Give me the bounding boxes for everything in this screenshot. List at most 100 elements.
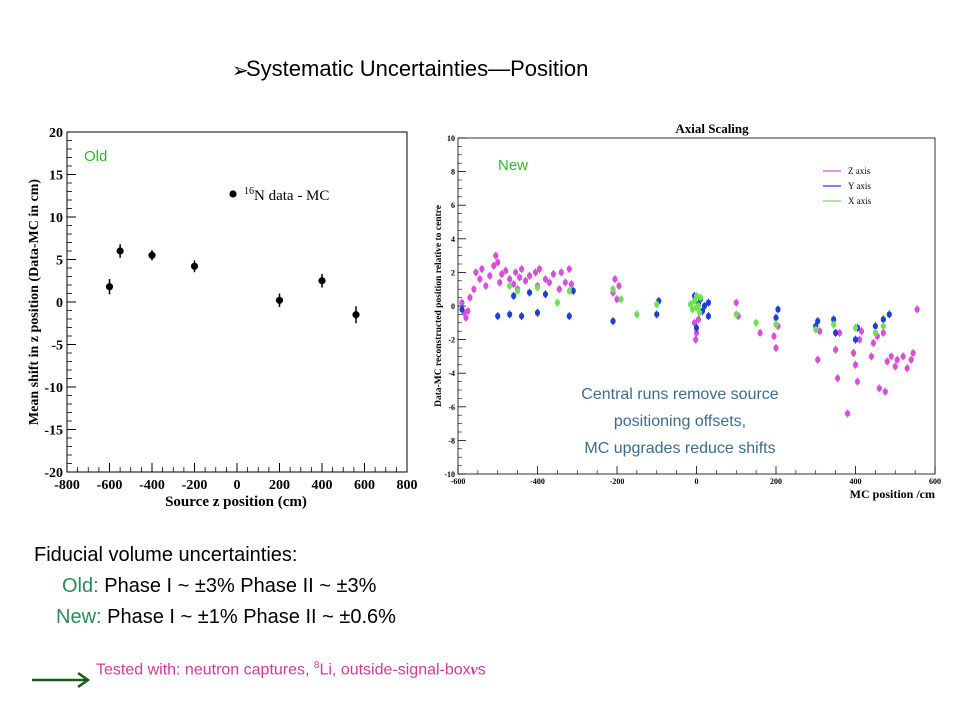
old-x-tick-label: 200: [269, 478, 290, 493]
new-data-point: [654, 311, 660, 318]
fiducial-new-label: New:: [56, 606, 102, 628]
new-data-point: [497, 279, 503, 286]
new-data-point: [835, 375, 841, 382]
new-data-point: [542, 291, 549, 298]
new-data-point: [850, 349, 857, 357]
new-data-point: [517, 274, 523, 281]
new-data-point: [880, 322, 886, 330]
new-data-point: [465, 307, 471, 315]
new-data-point: [813, 326, 819, 333]
new-data-point: [483, 282, 489, 290]
new-data-point: [526, 272, 533, 279]
old-data-point: [190, 262, 199, 270]
new-data-point: [733, 299, 739, 306]
new-data-point: [499, 270, 505, 278]
new-data-point: [858, 328, 865, 335]
new-data-point: [519, 312, 525, 320]
new-y-tick-label: -8: [448, 436, 455, 445]
old-legend-label: 16N data - MC: [244, 186, 329, 204]
new-data-point: [507, 275, 513, 283]
new-data-point: [546, 279, 553, 286]
new-data-point: [618, 296, 624, 303]
new-legend: Z axis Y axis X axis: [823, 166, 872, 206]
fiducial-new-text: Phase I ~ ±1% Phase II ~ ±0.6%: [107, 606, 396, 628]
annotation-line-3: MC upgrades reduce shifts: [584, 440, 776, 457]
old-chart: Old -20 -15 -10 -5 0 5 10 15 20 -800 -600 -400 -200…: [27, 126, 418, 510]
new-data-point: [852, 324, 859, 332]
new-data-point: [831, 321, 837, 328]
new-data-point: [562, 279, 568, 286]
new-legend-label: X axis: [848, 196, 872, 206]
old-data-point: [318, 277, 326, 285]
new-data-point: [532, 269, 539, 276]
new-x-tick-label: 600: [929, 477, 941, 486]
new-data-point: [519, 265, 525, 273]
new-data-point: [471, 286, 477, 293]
new-x-tick-label: -600: [451, 477, 466, 486]
new-data-point: [473, 269, 479, 276]
old-y-tick-label: 0: [56, 296, 63, 311]
new-x-tick-label: -400: [530, 477, 545, 486]
new-data-point: [888, 353, 894, 360]
new-x-label: MC position /cm: [850, 487, 935, 501]
new-data-point: [566, 265, 572, 273]
new-data-point: [773, 321, 779, 328]
new-data-point: [459, 306, 465, 313]
old-y-tick-label: 10: [49, 211, 63, 226]
new-data-point: [491, 262, 497, 269]
old-x-tick-label: -600: [97, 478, 123, 493]
new-data-point: [558, 269, 564, 276]
new-data-point: [693, 324, 700, 332]
new-data-point: [894, 356, 900, 363]
new-legend-label: Y axis: [848, 181, 871, 191]
fiducial-summary: Fiducial volume uncertainties: Old: Phas…: [34, 540, 396, 633]
new-data-point: [534, 284, 541, 291]
old-x-tick-label: -800: [54, 478, 80, 493]
annotation-line-1: Central runs remove source: [581, 386, 779, 403]
new-data-point: [507, 282, 513, 290]
new-data-point: [687, 301, 694, 308]
new-data-point: [554, 299, 560, 306]
new-data-point: [487, 272, 493, 279]
old-x-tick-label: 0: [234, 478, 241, 493]
old-y-tick-label: 15: [49, 169, 63, 184]
old-y-tick-label: 20: [49, 126, 63, 141]
new-data-point: [634, 311, 640, 318]
new-data-point: [610, 286, 616, 293]
new-data-point: [695, 316, 702, 323]
new-data-point: [693, 304, 700, 311]
fiducial-old-label: Old:: [62, 575, 99, 597]
old-tag: Old: [84, 148, 107, 165]
new-data-point: [570, 287, 576, 295]
new-data-point: [908, 356, 914, 363]
slide-title: Systematic Uncertainties—Position: [246, 56, 589, 81]
new-data-point: [837, 329, 843, 337]
new-data-point: [526, 289, 533, 296]
new-data-point: [815, 317, 821, 325]
new-data-point: [852, 361, 859, 368]
new-tag: New: [498, 157, 528, 174]
new-data-point: [880, 329, 886, 337]
new-data-point: [693, 292, 700, 300]
new-y-tick-label: 6: [451, 201, 455, 210]
new-data-point: [503, 267, 509, 274]
new-data-point: [701, 302, 708, 310]
new-data-point: [904, 364, 910, 372]
new-data-point: [479, 265, 485, 273]
old-y-axis: -20 -15 -10 -5 0 5 10 15 20: [44, 126, 76, 481]
old-data-point: [352, 311, 360, 319]
new-data-point: [914, 306, 920, 313]
old-x-tick-label: -200: [182, 478, 208, 493]
new-data-point: [495, 259, 501, 266]
new-data-point: [868, 353, 874, 360]
new-data-point: [733, 311, 739, 318]
new-data-point: [771, 333, 777, 340]
new-data-point: [542, 275, 549, 283]
new-data-point: [477, 275, 483, 283]
old-y-tick-label: -20: [44, 466, 63, 481]
new-data-point: [817, 328, 823, 335]
new-data-point: [872, 322, 878, 330]
new-data-point: [493, 252, 499, 259]
old-x-tick-label: -400: [139, 478, 165, 493]
new-data-point: [654, 301, 660, 308]
